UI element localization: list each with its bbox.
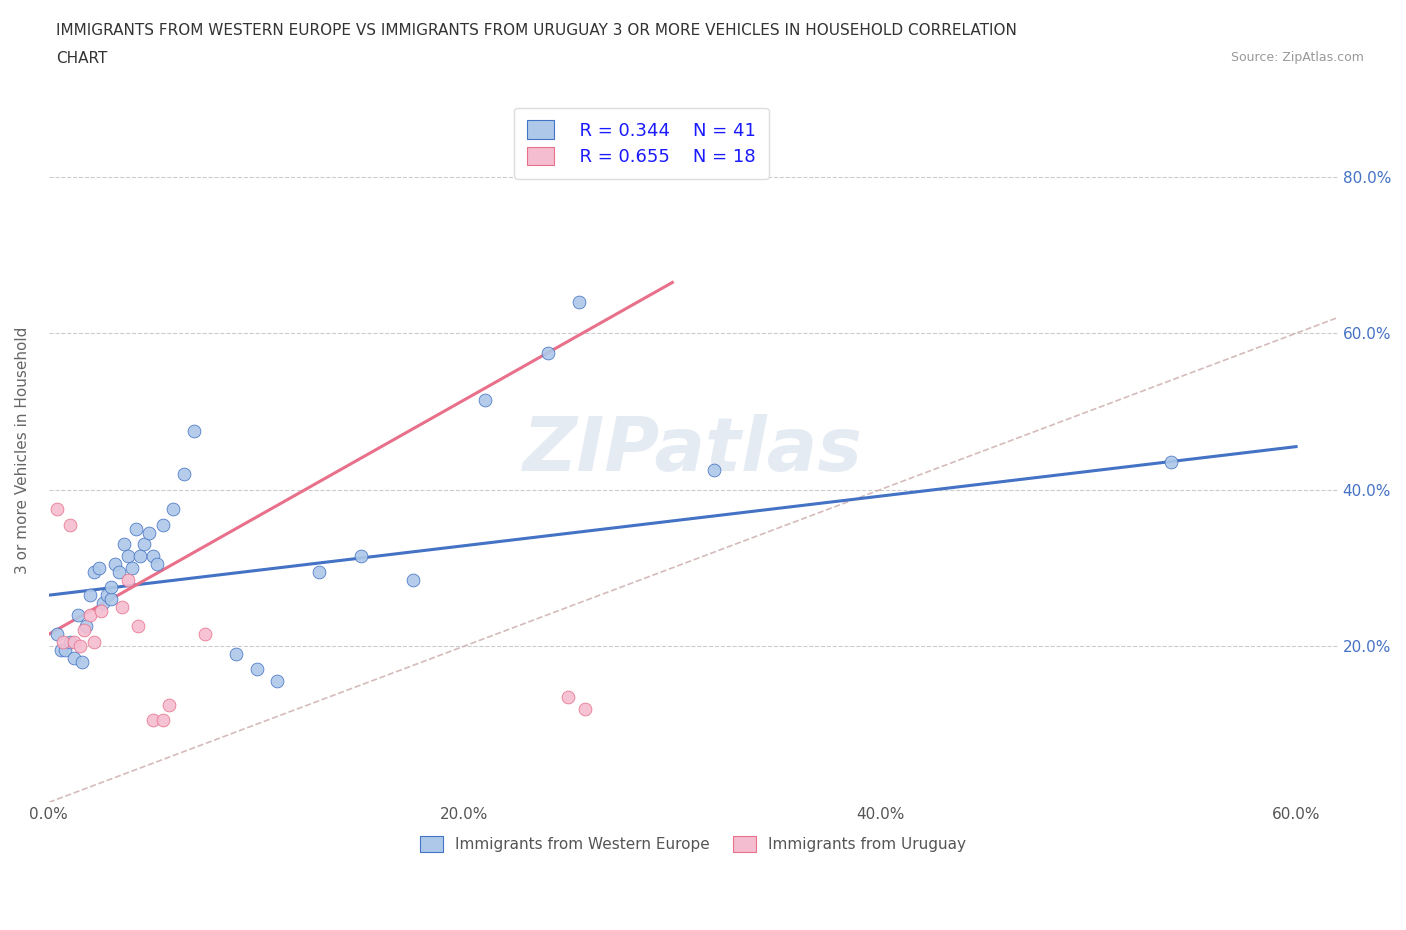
Point	[58, 517, 80, 532]
Point	[146, 556, 169, 571]
Point	[70, 654, 93, 669]
Point	[52, 634, 75, 649]
Point	[125, 522, 148, 537]
Point	[51, 643, 73, 658]
Point	[173, 467, 195, 482]
Point	[117, 572, 139, 587]
Legend: Immigrants from Western Europe, Immigrants from Uruguay: Immigrants from Western Europe, Immigran…	[415, 830, 973, 858]
Point	[79, 588, 101, 603]
Point	[75, 619, 97, 634]
Point	[87, 561, 110, 576]
Point	[58, 634, 80, 649]
Point	[129, 549, 152, 564]
Point	[46, 627, 69, 642]
Point	[96, 588, 118, 603]
Point	[83, 565, 105, 579]
Point	[225, 646, 247, 661]
Point	[162, 502, 184, 517]
Point	[66, 607, 89, 622]
Point	[55, 643, 77, 658]
Point	[142, 713, 165, 728]
Point	[574, 701, 596, 716]
Point	[83, 634, 105, 649]
Point	[246, 662, 269, 677]
Point	[1160, 455, 1182, 470]
Point	[62, 634, 84, 649]
Point	[134, 537, 156, 551]
Point	[62, 650, 84, 665]
Text: Source: ZipAtlas.com: Source: ZipAtlas.com	[1230, 51, 1364, 64]
Point	[108, 565, 131, 579]
Point	[568, 295, 591, 310]
Point	[117, 549, 139, 564]
Point	[266, 673, 288, 688]
Point	[104, 556, 127, 571]
Point	[157, 698, 180, 712]
Point	[142, 549, 165, 564]
Point	[79, 607, 101, 622]
Text: CHART: CHART	[56, 51, 108, 66]
Point	[537, 345, 560, 360]
Point	[557, 689, 579, 704]
Point	[90, 604, 112, 618]
Point	[183, 423, 205, 438]
Point	[112, 537, 135, 551]
Point	[69, 639, 91, 654]
Point	[194, 627, 217, 642]
Point	[138, 525, 160, 540]
Point	[110, 600, 132, 615]
Point	[703, 462, 725, 477]
Point	[152, 713, 174, 728]
Text: IMMIGRANTS FROM WESTERN EUROPE VS IMMIGRANTS FROM URUGUAY 3 OR MORE VEHICLES IN : IMMIGRANTS FROM WESTERN EUROPE VS IMMIGR…	[56, 23, 1017, 38]
Text: ZIPatlas: ZIPatlas	[523, 414, 863, 487]
Point	[308, 565, 330, 579]
Point	[127, 619, 149, 634]
Y-axis label: 3 or more Vehicles in Household: 3 or more Vehicles in Household	[15, 326, 30, 574]
Point	[349, 549, 371, 564]
Point	[100, 580, 122, 595]
Point	[121, 561, 143, 576]
Point	[401, 572, 423, 587]
Point	[91, 595, 114, 610]
Point	[474, 392, 496, 407]
Point	[152, 517, 174, 532]
Point	[100, 591, 122, 606]
Point	[46, 502, 69, 517]
Point	[73, 623, 96, 638]
